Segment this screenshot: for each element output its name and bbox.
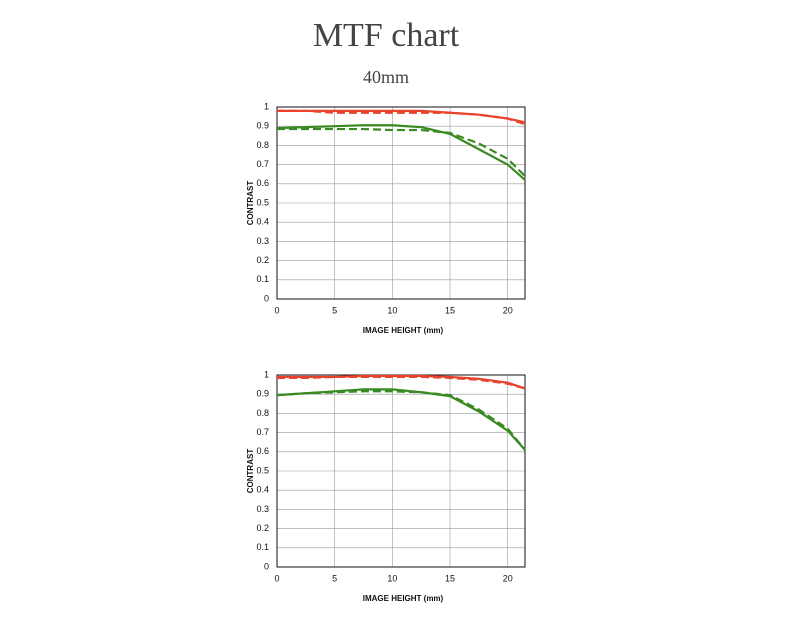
y-tick-label: 0.2 xyxy=(256,255,269,265)
x-tick-label: 5 xyxy=(332,305,337,315)
y-tick-label: 0.8 xyxy=(256,408,269,418)
y-tick-label: 0.4 xyxy=(256,217,269,227)
y-tick-label: 0.1 xyxy=(256,274,269,284)
y-axis-label: CONTRAST xyxy=(246,449,255,494)
y-tick-label: 0.6 xyxy=(256,178,269,188)
x-tick-label: 0 xyxy=(274,305,279,315)
y-tick-label: 0.7 xyxy=(256,159,269,169)
mtf-line xyxy=(276,388,526,451)
y-tick-label: 1 xyxy=(264,101,269,111)
y-tick-label: 0.4 xyxy=(256,485,269,495)
y-tick-label: 0.5 xyxy=(256,465,269,475)
y-tick-label: 0.9 xyxy=(256,389,269,399)
y-tick-label: 0.1 xyxy=(256,542,269,552)
x-axis-label: IMAGE HEIGHT (mm) xyxy=(363,594,444,603)
mtf-line xyxy=(276,124,526,181)
y-tick-label: 0.6 xyxy=(256,446,269,456)
mtf-line xyxy=(277,127,526,177)
y-tick-label: 0.2 xyxy=(256,523,269,533)
x-tick-label: 0 xyxy=(274,573,279,583)
y-tick-label: 0.5 xyxy=(256,197,269,207)
page-title: MTF chart xyxy=(313,17,460,54)
page-subtitle: 40mm xyxy=(363,67,409,87)
y-tick-label: 0.3 xyxy=(256,236,269,246)
x-tick-label: 15 xyxy=(445,305,455,315)
plot-frame xyxy=(276,106,526,300)
x-tick-label: 20 xyxy=(503,305,513,315)
y-axis-label: CONTRAST xyxy=(246,181,255,226)
y-tick-label: 1 xyxy=(264,369,269,379)
y-tick-label: 0.3 xyxy=(256,504,269,514)
y-tick-label: 0 xyxy=(264,561,269,571)
mtf-line xyxy=(277,109,526,126)
x-tick-label: 5 xyxy=(332,573,337,583)
mtf-line xyxy=(277,375,526,390)
y-tick-label: 0 xyxy=(264,293,269,303)
x-tick-label: 15 xyxy=(445,573,455,583)
x-tick-label: 10 xyxy=(387,305,397,315)
y-tick-label: 0.7 xyxy=(256,427,269,437)
mtf-line xyxy=(276,390,526,451)
y-tick-label: 0.8 xyxy=(256,140,269,150)
x-tick-label: 10 xyxy=(387,573,397,583)
x-tick-label: 20 xyxy=(503,573,513,583)
x-axis-label: IMAGE HEIGHT (mm) xyxy=(363,326,444,335)
y-tick-label: 0.9 xyxy=(256,121,269,131)
